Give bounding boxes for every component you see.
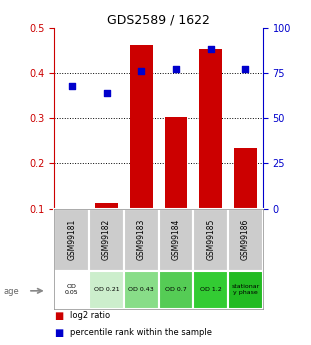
Point — [208, 46, 213, 52]
Text: GSM99181: GSM99181 — [67, 219, 76, 260]
Text: OD
0.05: OD 0.05 — [65, 284, 79, 295]
Title: GDS2589 / 1622: GDS2589 / 1622 — [107, 13, 210, 27]
Point — [174, 67, 179, 72]
Bar — [124, 209, 159, 271]
Bar — [130, 45, 152, 209]
Bar — [89, 271, 124, 309]
Point — [139, 68, 144, 73]
Text: GSM99182: GSM99182 — [102, 219, 111, 260]
Text: percentile rank within the sample: percentile rank within the sample — [70, 328, 212, 337]
Text: stationar
y phase: stationar y phase — [231, 284, 260, 295]
Text: OD 1.2: OD 1.2 — [200, 287, 221, 292]
Bar — [54, 209, 89, 271]
Text: ■: ■ — [54, 311, 64, 321]
Bar — [61, 208, 83, 209]
Text: OD 0.7: OD 0.7 — [165, 287, 187, 292]
Text: GSM99184: GSM99184 — [171, 219, 180, 260]
Bar — [199, 49, 222, 209]
Bar — [193, 209, 228, 271]
Point — [69, 84, 74, 89]
Point — [243, 67, 248, 72]
Bar — [54, 271, 89, 309]
Bar — [89, 209, 124, 271]
Point — [104, 90, 109, 96]
Bar — [165, 117, 187, 209]
Bar — [228, 271, 263, 309]
Bar — [228, 209, 263, 271]
Text: GSM99183: GSM99183 — [137, 219, 146, 260]
Text: OD 0.43: OD 0.43 — [128, 287, 154, 292]
Text: GSM99186: GSM99186 — [241, 219, 250, 260]
Bar — [234, 148, 257, 209]
Bar — [124, 271, 159, 309]
Bar — [159, 271, 193, 309]
Text: ■: ■ — [54, 328, 64, 338]
Text: OD 0.21: OD 0.21 — [94, 287, 119, 292]
Text: GSM99185: GSM99185 — [206, 219, 215, 260]
Text: age: age — [3, 287, 19, 296]
Text: log2 ratio: log2 ratio — [70, 311, 110, 320]
Bar — [159, 209, 193, 271]
Bar — [193, 271, 228, 309]
Bar — [95, 203, 118, 209]
